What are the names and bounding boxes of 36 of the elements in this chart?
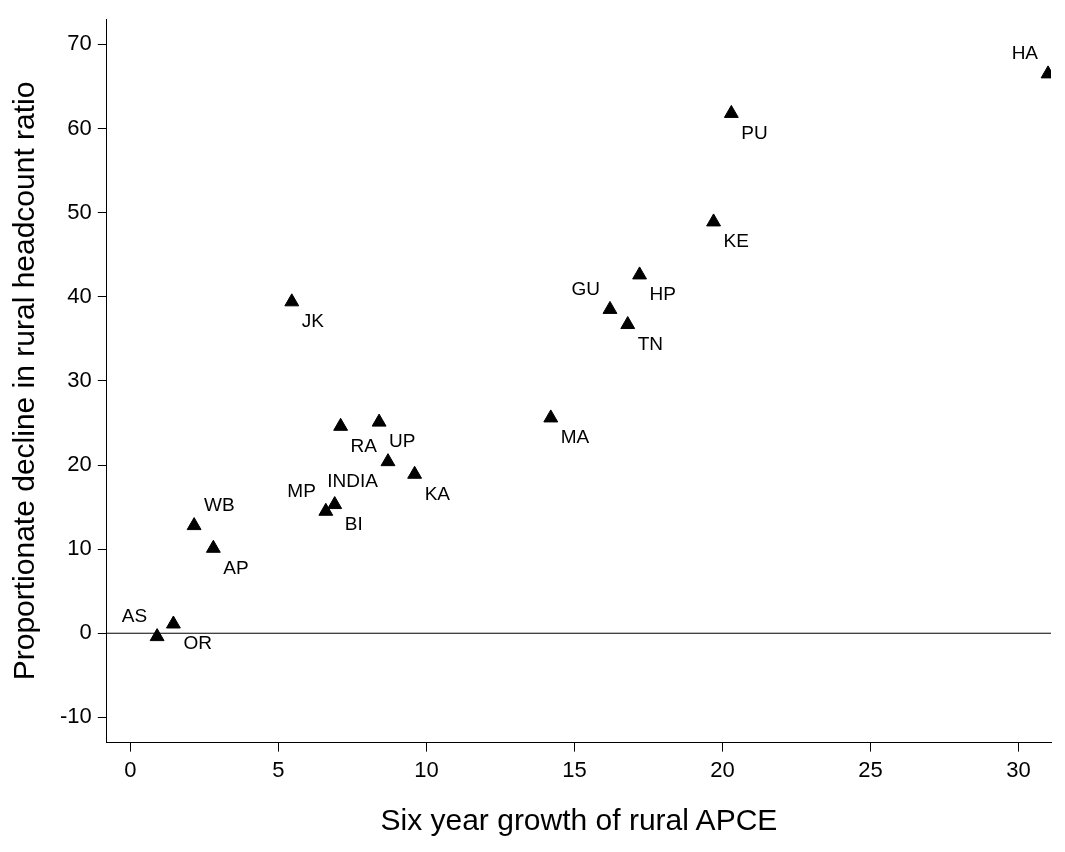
annotation: JK	[301, 310, 325, 332]
annotation: OR	[183, 632, 212, 654]
annotation: PU	[741, 121, 768, 143]
annotation: HP	[649, 283, 676, 305]
annotation: WB	[204, 493, 235, 515]
annotation: INDIA	[327, 469, 379, 491]
y-tick-label: 30	[67, 366, 92, 392]
x-tick-label: 15	[562, 756, 587, 782]
annotation: TN	[637, 332, 664, 354]
y-tick-label: 10	[67, 535, 92, 561]
x-tick-label: 30	[1006, 756, 1031, 782]
annotation: AS	[121, 604, 148, 626]
x-axis-title: Six year growth of rural APCE	[380, 803, 778, 837]
y-axis-title: Proportionate decline in rural headcount ratio	[7, 81, 41, 681]
x-tick-label: 25	[858, 756, 883, 782]
x-tick-label: 20	[710, 756, 735, 782]
y-tick-label: -10	[60, 703, 92, 729]
annotation: BI	[344, 512, 363, 534]
annotation: GU	[571, 277, 600, 299]
y-tick-label: 70	[67, 30, 92, 56]
annotation: MA	[560, 426, 590, 448]
annotation: AP	[223, 556, 249, 578]
x-tick-label: 10	[414, 756, 439, 782]
annotation: KA	[424, 482, 451, 504]
x-tick-label: 5	[272, 756, 285, 782]
x-tick-label: 0	[124, 756, 137, 782]
annotation: KE	[723, 230, 749, 252]
annotation: UP	[389, 430, 416, 452]
annotation: HA	[1011, 42, 1039, 64]
y-tick-label: 20	[67, 451, 92, 477]
annotation: RA	[350, 434, 378, 456]
y-tick-label: 0	[79, 619, 92, 645]
y-tick-label: 50	[67, 198, 92, 224]
y-tick-label: 40	[67, 282, 92, 308]
annotation: MP	[287, 479, 316, 501]
y-tick-label: 60	[67, 114, 92, 140]
